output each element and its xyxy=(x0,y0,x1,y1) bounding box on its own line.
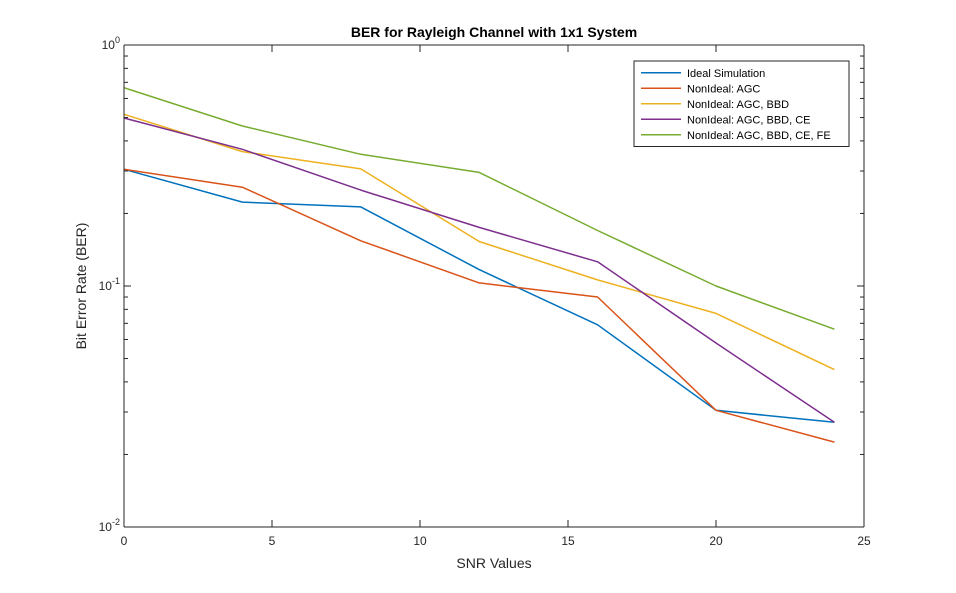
axes-layer xyxy=(123,44,865,528)
legend-label-1: Ideal Simulation xyxy=(687,68,765,80)
y-axis-title: Bit Error Rate (BER) xyxy=(73,223,89,350)
y-tick-exponent: -1 xyxy=(112,276,120,286)
legend-label-5: NonIdeal: AGC, BBD, CE, FE xyxy=(687,130,831,142)
y-tick-label: 10-2 xyxy=(99,517,120,534)
y-tick-label: 10-1 xyxy=(99,276,120,293)
series-line-5 xyxy=(123,86,835,330)
chart-title: BER for Rayleigh Channel with 1x1 System xyxy=(351,24,637,40)
y-tick-base: 10 xyxy=(99,520,113,534)
y-tick-exponent: -2 xyxy=(112,517,120,527)
y-tick-label: 100 xyxy=(102,35,120,52)
x-tick-label: 25 xyxy=(857,534,871,548)
series-line-4 xyxy=(123,117,835,423)
x-tick-label: 20 xyxy=(709,534,723,548)
x-axis-title: SNR Values xyxy=(456,555,531,571)
series-layer xyxy=(123,86,835,443)
legend-label-4: NonIdeal: AGC, BBD, CE xyxy=(687,114,811,126)
legend-label-3: NonIdeal: AGC, BBD xyxy=(687,99,789,111)
x-tick-label: 10 xyxy=(413,534,427,548)
y-tick-base: 10 xyxy=(102,38,116,52)
x-tick-label: 15 xyxy=(561,534,575,548)
series-line-3 xyxy=(123,113,835,371)
legend-label-2: NonIdeal: AGC xyxy=(687,83,760,95)
legend: Ideal Simulation NonIdeal: AGC NonIdeal: A… xyxy=(633,60,850,147)
y-tick-base: 10 xyxy=(99,279,113,293)
series-line-2 xyxy=(123,168,835,443)
x-tick-label: 0 xyxy=(121,534,128,548)
y-tick-exponent: 0 xyxy=(115,35,120,45)
x-tick-label: 5 xyxy=(269,534,276,548)
